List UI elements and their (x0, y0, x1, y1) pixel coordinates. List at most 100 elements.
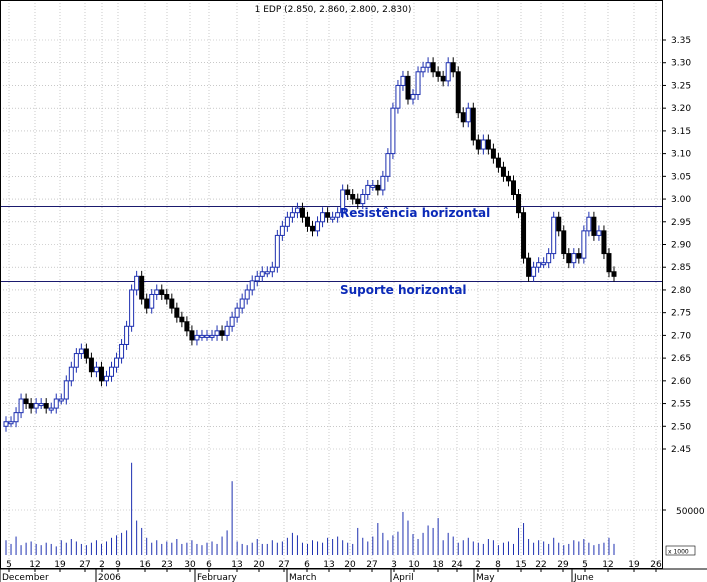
candle (521, 207, 527, 264)
candle (340, 184, 346, 219)
candle (495, 152, 501, 173)
candle-body-up (254, 275, 260, 282)
candle (284, 211, 290, 232)
candle-body-down (325, 212, 331, 218)
date-tick-label: 24 (451, 560, 463, 570)
price-tick-label: 3.00 (671, 195, 691, 205)
date-tick-label: 16 (139, 560, 151, 570)
candle-body-down (304, 216, 310, 227)
candle-body-up (546, 253, 552, 264)
candle (244, 284, 250, 305)
candle-body-down (505, 175, 511, 182)
candle-body-up (58, 398, 64, 402)
candle-body-down (83, 348, 89, 359)
candle-body-up (536, 262, 542, 268)
candle (450, 57, 456, 78)
candle (289, 207, 295, 223)
candle (299, 202, 305, 223)
candle (410, 89, 416, 105)
price-tick-label: 2.45 (671, 445, 691, 455)
date-tick-label: 12 (602, 560, 613, 570)
candle (370, 179, 376, 191)
candle-body-up (380, 175, 386, 191)
date-tick-label: 3 (391, 560, 397, 570)
candle-body-up (274, 234, 280, 268)
candle-body-up (340, 189, 346, 214)
candle (601, 225, 607, 260)
candle (365, 179, 371, 200)
price-tick-label: 3.25 (671, 81, 691, 91)
candle (109, 361, 115, 382)
candle-body-down (159, 289, 165, 295)
candle (169, 293, 175, 314)
candle (48, 402, 54, 414)
date-tick-label: 27 (366, 560, 377, 570)
candle (355, 193, 361, 210)
candle-body-down (88, 357, 94, 373)
date-tick-label: 13 (231, 560, 242, 570)
month-label: February (197, 573, 238, 582)
candle (611, 266, 617, 282)
candle (395, 79, 401, 114)
candle (279, 220, 285, 241)
candle (259, 266, 265, 282)
candle (440, 70, 446, 87)
candle-body-up (149, 293, 155, 309)
candle (566, 248, 572, 269)
candle (360, 189, 366, 210)
candle-body-down (485, 139, 491, 150)
candle (254, 270, 260, 287)
date-tick-label: 20 (253, 560, 265, 570)
candle (234, 302, 240, 323)
grid-lines (0, 0, 662, 568)
candle (576, 248, 582, 264)
volume-tick-label: 50000 (676, 507, 705, 517)
candle-body-down (375, 184, 381, 191)
candle (455, 66, 461, 119)
candle (23, 393, 29, 410)
candle (83, 343, 89, 364)
candle (475, 134, 481, 155)
candle-body-up (480, 139, 486, 150)
candle-body-down (169, 298, 175, 309)
price-tick-label: 3.30 (671, 59, 691, 69)
date-tick-label: 5 (582, 560, 588, 570)
chart-title: 1 EDP (2.850, 2.860, 2.800, 2.830) (255, 5, 412, 15)
candle-body-down (470, 107, 476, 141)
date-tick-label: 12 (29, 560, 40, 570)
candle-body-up (320, 212, 326, 223)
volume-unit-label: x 1000 (668, 549, 689, 556)
date-tick-label: 22 (535, 560, 546, 570)
candle-body-up (249, 280, 255, 291)
candle (209, 329, 215, 341)
candle (526, 252, 532, 282)
candle-body-up (18, 398, 24, 414)
candle (184, 316, 190, 337)
candle (43, 398, 49, 414)
date-tick-label: 27 (79, 560, 90, 570)
candle (134, 270, 140, 296)
candle (531, 261, 537, 282)
candle (204, 329, 210, 341)
date-axis: 5 12 19 27 2 9 16 23 30 6 13 20 27 6 13 20 27 3 10 18 24 2 8 15… (0, 560, 662, 582)
date-tick-label: 2 (99, 560, 105, 570)
candle (420, 61, 426, 78)
candle-body-up (541, 262, 547, 266)
candle (33, 398, 39, 414)
candle (304, 211, 310, 232)
candle-body-up (244, 289, 250, 300)
month-label: 2006 (98, 573, 121, 582)
candle-body-up (294, 207, 300, 214)
price-tick-label: 2.90 (671, 241, 691, 251)
price-tick-label: 3.20 (671, 104, 691, 114)
candle-body-up (209, 334, 215, 338)
price-candles (3, 57, 617, 432)
candle-body-down (345, 189, 351, 196)
candle-body-up (445, 62, 451, 82)
date-tick-label: 30 (184, 560, 196, 570)
candle-body-down (606, 253, 612, 273)
volume-unit-box (665, 545, 696, 556)
candle (214, 325, 220, 341)
date-tick-label: 8 (495, 560, 501, 570)
candle-body-down (43, 403, 49, 409)
